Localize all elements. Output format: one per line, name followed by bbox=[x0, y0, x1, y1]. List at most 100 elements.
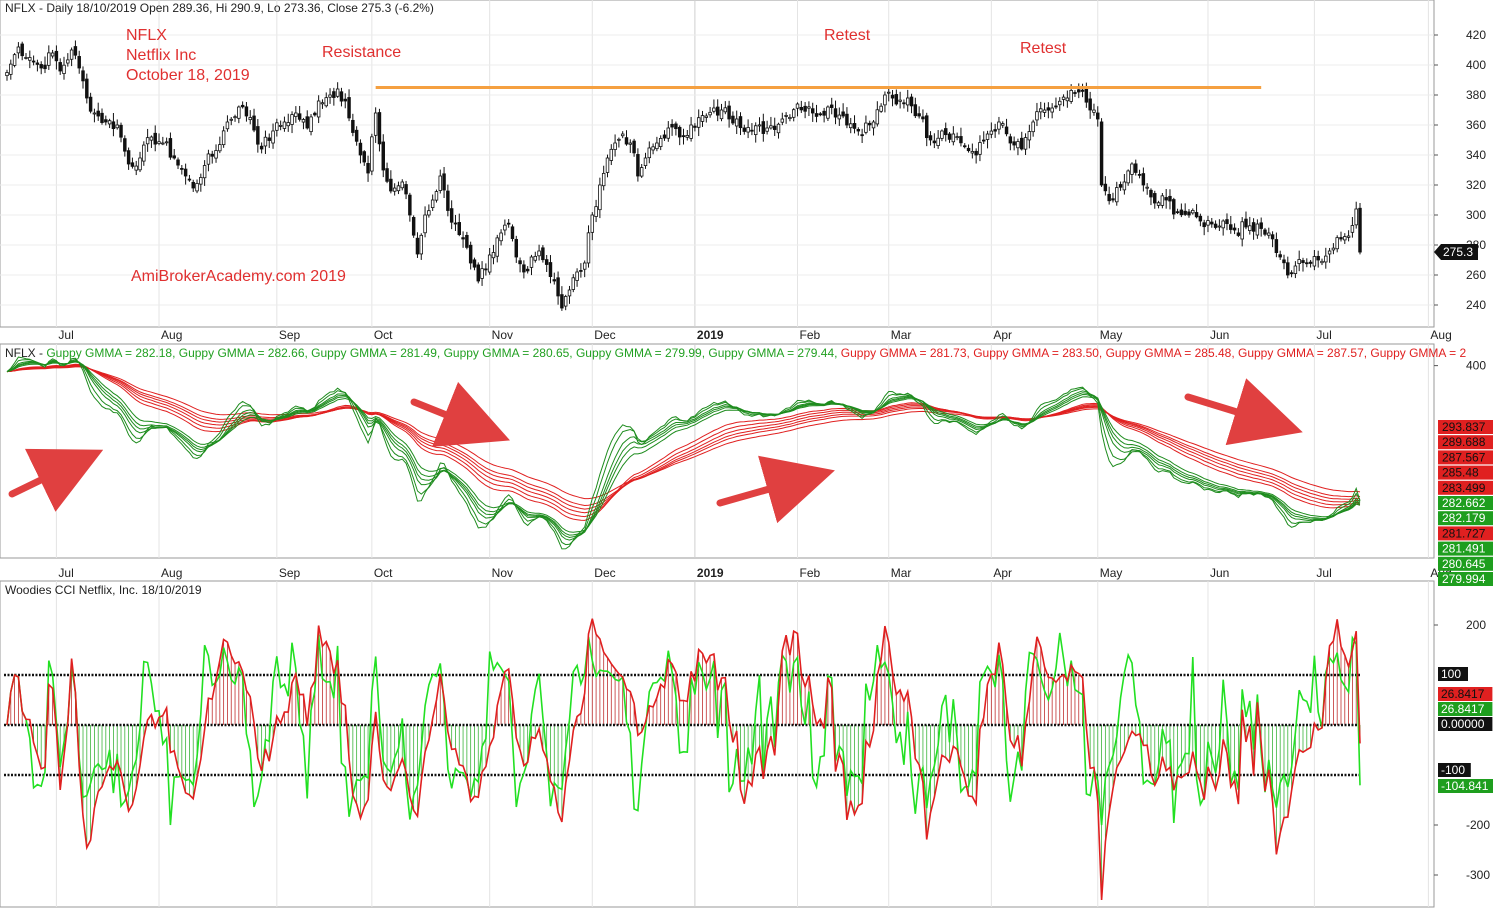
annotation-retest-1: Retest bbox=[824, 27, 871, 44]
candle bbox=[571, 274, 576, 293]
month-label: Mar bbox=[891, 328, 912, 342]
candle bbox=[1141, 167, 1146, 192]
candle bbox=[503, 219, 507, 236]
candle-body bbox=[560, 294, 564, 309]
gmma-title-part: Guppy GMMA = 282.18, bbox=[46, 346, 178, 360]
candle bbox=[248, 110, 252, 125]
month-label: Jul bbox=[58, 328, 73, 342]
candle-body bbox=[1156, 202, 1161, 206]
candle bbox=[1350, 216, 1355, 238]
candle bbox=[1130, 162, 1134, 184]
candle-body bbox=[244, 106, 249, 117]
candle-body bbox=[628, 142, 633, 145]
candle-body bbox=[73, 46, 78, 56]
candle bbox=[750, 123, 754, 136]
month-label: Jun bbox=[1210, 566, 1229, 580]
candle-body bbox=[1168, 195, 1172, 202]
candle-body bbox=[769, 125, 773, 129]
candle-body bbox=[1331, 247, 1336, 251]
candle bbox=[803, 102, 807, 119]
candle-body bbox=[548, 262, 553, 277]
annotation-retest-2: Retest bbox=[1020, 40, 1067, 57]
candle-body bbox=[1035, 111, 1039, 121]
candle-body bbox=[902, 102, 906, 105]
candle bbox=[1308, 259, 1313, 268]
candle-body bbox=[290, 114, 294, 125]
candle bbox=[50, 49, 55, 59]
candle-body bbox=[267, 137, 271, 141]
candle bbox=[434, 189, 439, 203]
candle bbox=[655, 136, 659, 152]
candle bbox=[1126, 169, 1130, 186]
candle bbox=[533, 251, 538, 263]
candle-body bbox=[1088, 98, 1092, 111]
candle-body bbox=[1346, 235, 1351, 238]
candle-body bbox=[183, 168, 188, 177]
candle-body bbox=[647, 147, 652, 159]
candle bbox=[978, 135, 982, 162]
candle-body bbox=[1008, 136, 1013, 144]
candle-body bbox=[172, 155, 176, 159]
candle-body bbox=[799, 106, 804, 111]
gmma-value-tag-bg bbox=[1438, 511, 1493, 526]
candle-body bbox=[890, 94, 895, 99]
candle-body bbox=[370, 136, 374, 172]
candle-body bbox=[613, 142, 617, 150]
candle bbox=[404, 180, 408, 200]
price-panel-title: NFLX - Daily 18/10/2019 Open 289.36, Hi … bbox=[5, 1, 434, 15]
candle-body bbox=[951, 133, 956, 143]
candle bbox=[613, 134, 617, 157]
candle-body bbox=[468, 244, 473, 264]
candle-body bbox=[54, 50, 59, 62]
candle-body bbox=[225, 121, 230, 130]
gmma-panel bbox=[0, 343, 1435, 559]
candle-body bbox=[1092, 109, 1096, 113]
candle-body bbox=[1305, 262, 1309, 265]
candle-body bbox=[161, 142, 165, 145]
candle-body bbox=[157, 141, 161, 144]
candle-body bbox=[997, 121, 1001, 130]
month-label: Aug bbox=[161, 566, 182, 580]
candle bbox=[518, 257, 522, 273]
candle bbox=[982, 131, 986, 144]
candle-body bbox=[814, 113, 819, 117]
candle-body bbox=[525, 268, 530, 272]
candle bbox=[636, 148, 640, 182]
candle bbox=[438, 169, 442, 194]
candle-body bbox=[461, 237, 465, 240]
candle-body bbox=[1004, 126, 1009, 135]
candle bbox=[860, 128, 864, 143]
candle-body bbox=[92, 112, 97, 115]
candle bbox=[415, 232, 420, 258]
candle-body bbox=[1080, 89, 1085, 92]
candle bbox=[1198, 213, 1203, 227]
candle-body bbox=[1042, 109, 1047, 113]
candle bbox=[575, 268, 579, 287]
candle bbox=[670, 119, 674, 136]
annotation-ticker: NFLX bbox=[126, 27, 167, 44]
candle bbox=[845, 107, 849, 129]
candle bbox=[1160, 193, 1165, 209]
candle bbox=[681, 128, 686, 145]
candle-body bbox=[579, 270, 583, 272]
candle-body bbox=[925, 115, 929, 139]
candle-body bbox=[784, 115, 788, 117]
month-label: Dec bbox=[594, 328, 615, 342]
candle bbox=[305, 110, 309, 130]
candle-body bbox=[803, 105, 807, 112]
candle bbox=[1111, 192, 1115, 203]
candle-body bbox=[1213, 223, 1218, 228]
candle bbox=[902, 99, 906, 109]
candle bbox=[392, 183, 397, 196]
candle bbox=[54, 45, 59, 70]
candle-body bbox=[1061, 96, 1066, 100]
candle-body bbox=[400, 181, 404, 189]
candle bbox=[822, 107, 826, 123]
month-label: Aug bbox=[161, 328, 182, 342]
candle-body bbox=[666, 127, 671, 139]
candle bbox=[704, 113, 709, 123]
candle-body bbox=[898, 99, 902, 102]
candle-body bbox=[944, 128, 948, 136]
candle bbox=[818, 112, 823, 117]
candle bbox=[1301, 257, 1305, 272]
